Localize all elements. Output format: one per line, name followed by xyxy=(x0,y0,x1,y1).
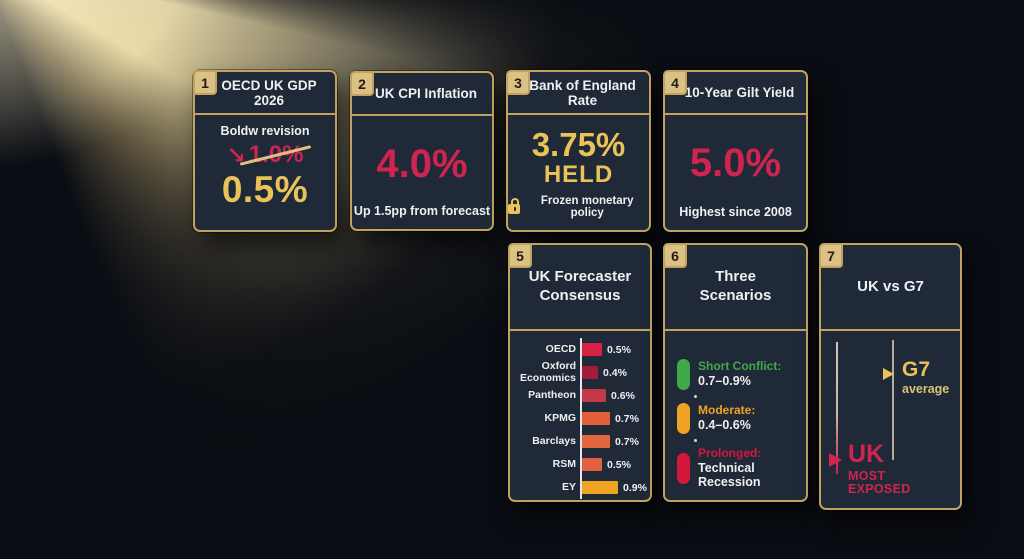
forecaster-bar-zone: 0.7% xyxy=(580,430,644,454)
forecaster-row: RSM 0.5% xyxy=(512,453,644,477)
g7-axis-line xyxy=(892,340,894,460)
card-number-badge: 7 xyxy=(819,243,843,268)
forecaster-bar xyxy=(582,412,610,426)
forecaster-row: EY 0.9% xyxy=(512,476,647,500)
scenario-list: Short Conflict: 0.7–0.9% Moderate: 0.4–0… xyxy=(665,331,806,490)
card-title: UK CPI Inflation xyxy=(352,73,492,116)
g7-label: G7 xyxy=(902,358,931,381)
forecaster-bar-zone: 0.9% xyxy=(580,476,647,500)
card-title: Bank of England Rate xyxy=(508,72,649,115)
uk-marker-arrow-icon xyxy=(829,453,842,467)
lock-icon xyxy=(508,198,521,214)
dot-separator xyxy=(694,439,697,442)
card-number-badge: 4 xyxy=(663,70,687,95)
scenario-row-short-conflict: Short Conflict: 0.7–0.9% xyxy=(677,359,800,390)
card-number-badge: 6 xyxy=(663,243,687,268)
rate-value: 3.75% xyxy=(531,126,626,163)
forecaster-value: 0.9% xyxy=(623,481,647,494)
forecaster-row: Pantheon 0.6% xyxy=(512,384,644,408)
scenario-label: Moderate: xyxy=(698,403,756,418)
forecaster-row: KPMG 0.7% xyxy=(512,407,644,431)
card-number-badge: 5 xyxy=(508,243,532,268)
forecaster-bar-zone: 0.4% xyxy=(580,361,644,385)
forecaster-chart: OECD 0.5% Oxford Economics 0.4% Pantheon 0.6%… xyxy=(510,331,650,505)
card-footer: Frozen monetary policy xyxy=(508,195,649,219)
uk-axis-line xyxy=(836,342,838,474)
forecaster-bar xyxy=(582,435,610,449)
scenario-value: Technical Recession xyxy=(698,460,761,490)
card-number-badge: 2 xyxy=(350,71,374,96)
forecaster-bar xyxy=(582,389,606,403)
card-bank-of-england-rate: 3 Bank of England Rate 3.75% HELD Frozen… xyxy=(506,70,651,232)
card-footer: Up 1.5pp from forecast xyxy=(353,204,491,218)
uk-label: UK xyxy=(848,440,885,468)
g7-sublabel: average xyxy=(902,382,950,397)
forecaster-bar xyxy=(582,481,618,495)
card-title: UK Forecaster Consensus xyxy=(510,245,650,331)
forecaster-value: 0.6% xyxy=(611,389,635,402)
card-title: OECD UK GDP 2026 xyxy=(195,72,335,115)
forecaster-bar-zone: 0.6% xyxy=(580,384,644,408)
forecaster-value: 0.4% xyxy=(603,366,627,379)
card-subtitle: Boldw revision xyxy=(220,124,310,138)
card-uk-vs-g7: 7 UK vs G7 G7 average UK MOST EXPOSED xyxy=(819,243,962,510)
card-three-scenarios: 6 Three Scenarios Short Conflict: 0.7–0.… xyxy=(663,243,808,502)
forecaster-bar-zone: 0.7% xyxy=(580,407,644,431)
green-pill-icon xyxy=(677,359,690,390)
card-uk-cpi-inflation: 2 UK CPI Inflation 4.0% Up 1.5pp from fo… xyxy=(350,71,494,231)
scenario-label: Prolonged: xyxy=(698,446,762,460)
uk-vs-g7-comparison: G7 average UK MOST EXPOSED xyxy=(821,331,960,508)
forecaster-label: Pantheon xyxy=(528,388,576,401)
orange-pill-icon xyxy=(677,403,690,434)
forecaster-value: 0.7% xyxy=(615,412,639,425)
forecaster-value: 0.5% xyxy=(607,458,631,471)
uk-label-group: UK MOST EXPOSED xyxy=(848,441,926,497)
card-title: 10-Year Gilt Yield xyxy=(665,72,806,115)
uk-sublabel: MOST EXPOSED xyxy=(848,469,911,497)
inflation-value: 4.0% xyxy=(376,142,468,186)
forecaster-label: OECD xyxy=(545,342,576,355)
new-forecast-value: 0.5% xyxy=(221,169,309,210)
card-forecaster-consensus: 5 UK Forecaster Consensus OECD 0.5% Oxford… xyxy=(508,243,652,502)
card-gilt-yield: 4 10-Year Gilt Yield 5.0% Highest since … xyxy=(663,70,808,232)
card-footer: Highest since 2008 xyxy=(679,205,792,219)
g7-label-group: G7 average xyxy=(902,358,950,397)
forecaster-label: RSM xyxy=(552,457,576,470)
scenario-value: 0.4–0.6% xyxy=(698,418,751,433)
forecaster-bar xyxy=(582,366,598,380)
old-forecast-value: 1.0% xyxy=(239,141,311,169)
forecaster-bar-zone: 0.5% xyxy=(580,338,644,361)
scenario-row-prolonged: Prolonged: Technical Recession xyxy=(677,446,800,490)
down-right-arrow-icon: ↘ xyxy=(226,141,246,168)
forecaster-value: 0.7% xyxy=(615,435,639,448)
card-number-badge: 1 xyxy=(193,70,217,95)
forecaster-label: KPMG xyxy=(544,411,577,424)
scenario-value: 0.7–0.9% xyxy=(698,374,751,389)
revised-value-row: ↘ 1.0% xyxy=(195,141,335,169)
card-footer-label: Frozen monetary policy xyxy=(540,195,634,219)
card-oecd-uk-gdp: 1 OECD UK GDP 2026 Boldw revision ↘ 1.0%… xyxy=(193,70,337,232)
yield-value: 5.0% xyxy=(689,141,782,185)
forecaster-label: Oxford Economics xyxy=(519,360,576,384)
forecaster-bar xyxy=(582,458,602,472)
card-title: Three Scenarios xyxy=(665,245,806,331)
forecaster-value: 0.5% xyxy=(607,343,631,356)
scenario-row-moderate: Moderate: 0.4–0.6% xyxy=(677,403,800,434)
rate-status: HELD xyxy=(543,161,614,188)
forecaster-row: Oxford Economics 0.4% xyxy=(512,360,644,385)
dot-separator xyxy=(694,395,697,398)
card-title: UK vs G7 xyxy=(821,245,960,331)
forecaster-bar-zone: 0.5% xyxy=(580,453,644,477)
forecaster-row: Barclays 0.7% xyxy=(512,430,644,454)
g7-marker-arrow-icon xyxy=(883,368,894,380)
forecaster-label: Barclays xyxy=(532,434,576,447)
forecaster-label: EY xyxy=(561,480,576,493)
forecaster-row: OECD 0.5% xyxy=(512,338,644,361)
forecaster-bar xyxy=(582,343,602,356)
red-pill-icon xyxy=(677,452,690,484)
card-number-badge: 3 xyxy=(506,70,530,95)
scenario-label: Short Conflict: xyxy=(698,359,782,374)
